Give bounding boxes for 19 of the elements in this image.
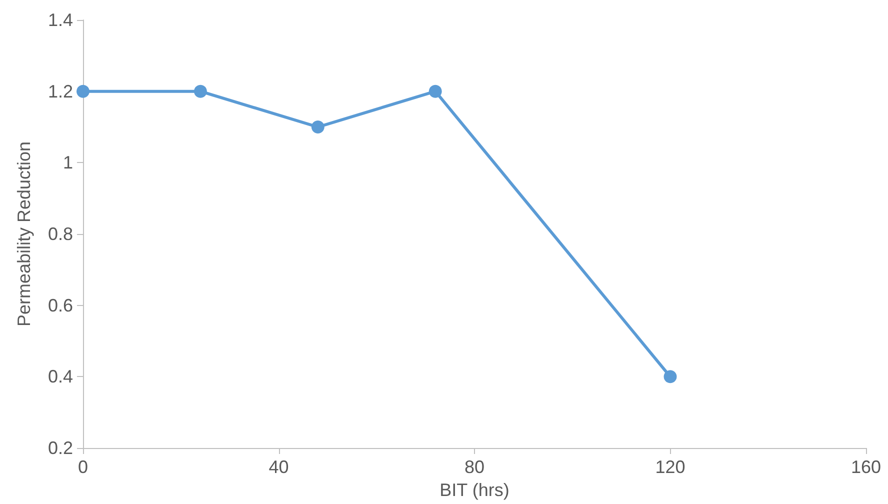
y-tick-label: 1: [62, 152, 73, 173]
x-tick-label: 160: [850, 457, 882, 477]
y-tick-label: 1.4: [48, 10, 73, 30]
point: [194, 84, 207, 98]
y-axis-title: Permeability Reduction: [14, 141, 34, 327]
x-tick-label: 120: [655, 457, 686, 477]
point: [76, 84, 90, 98]
x-tick-label: 0: [78, 457, 88, 477]
y-tick-label: 0.2: [48, 438, 73, 458]
y-tick-label: 0.4: [48, 366, 73, 387]
x-tick-label: 40: [268, 457, 289, 477]
point: [311, 120, 324, 134]
x-axis-title: BIT (hrs): [440, 480, 510, 500]
point: [664, 370, 677, 384]
y-tick-label: 0.8: [48, 224, 73, 244]
x-tick-label: 80: [464, 457, 485, 477]
y-tick-label: 0.6: [48, 295, 73, 316]
point: [428, 84, 442, 98]
y-tick-label: 1.2: [48, 81, 73, 102]
